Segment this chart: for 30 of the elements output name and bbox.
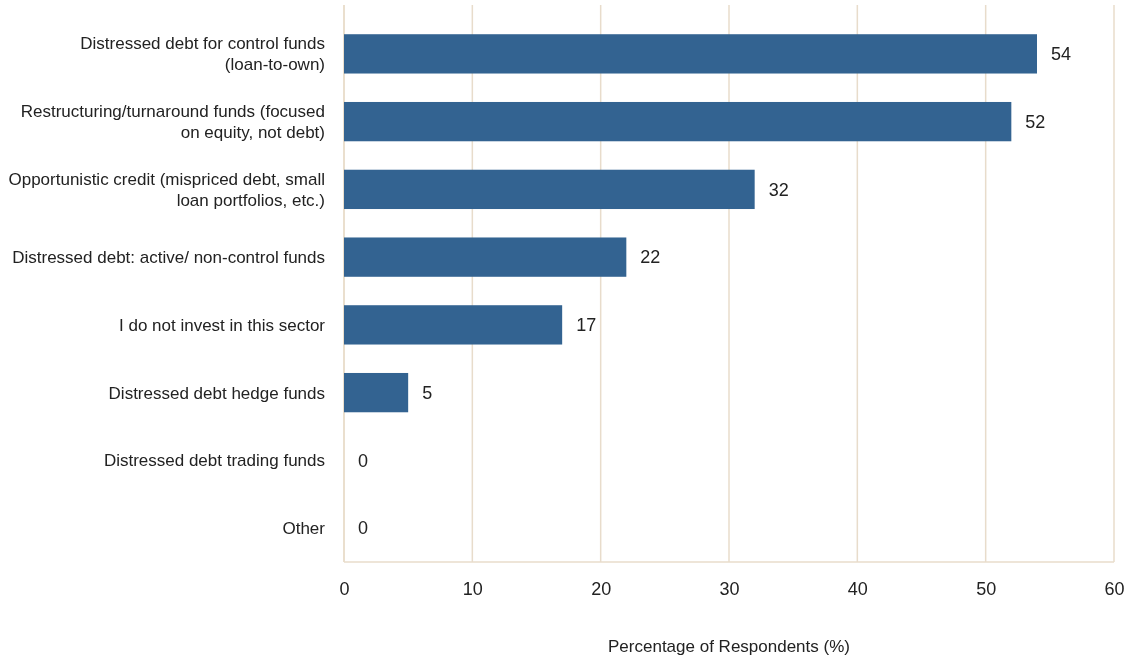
bar [344,34,1037,74]
data-label: 17 [576,315,597,336]
y-tick-label: Distressed debt trading funds [103,451,325,471]
y-tick-label: Distressed debt for control funds (loan-to-own) [80,34,325,75]
x-tick-label: 30 [719,578,740,599]
bar [344,237,627,277]
x-tick-label: 0 [339,578,350,599]
x-tick-label: 20 [591,578,612,599]
y-tick-label: Distressed debt hedge funds [108,383,325,403]
data-label: 0 [358,450,369,471]
bar [344,372,409,413]
y-tick-label: Distressed debt: active/ non-control funds [12,248,325,268]
bar [344,101,1012,142]
y-tick-label: Other [282,519,326,539]
x-tick-label: 50 [976,578,997,599]
x-axis-title: Percentage of Respondents (%) [608,637,850,656]
x-tick-label: 60 [1104,578,1125,599]
data-label: 22 [640,247,661,268]
data-label: 0 [358,518,369,539]
x-tick-label: 10 [462,578,483,599]
y-tick-label: I do not invest in this sector [119,315,326,335]
bar [344,169,755,210]
data-label: 32 [768,179,789,200]
data-label: 5 [422,382,433,403]
y-tick-label: Restructuring/turnaround funds (focused on equity, not debt) [20,102,325,143]
data-label: 54 [1051,44,1072,65]
y-tick-label: Opportunistic credit (mispriced debt, small loan portfolios, etc.) [8,169,325,210]
bar [344,305,563,345]
data-label: 52 [1025,111,1046,132]
x-tick-label: 40 [847,578,868,599]
